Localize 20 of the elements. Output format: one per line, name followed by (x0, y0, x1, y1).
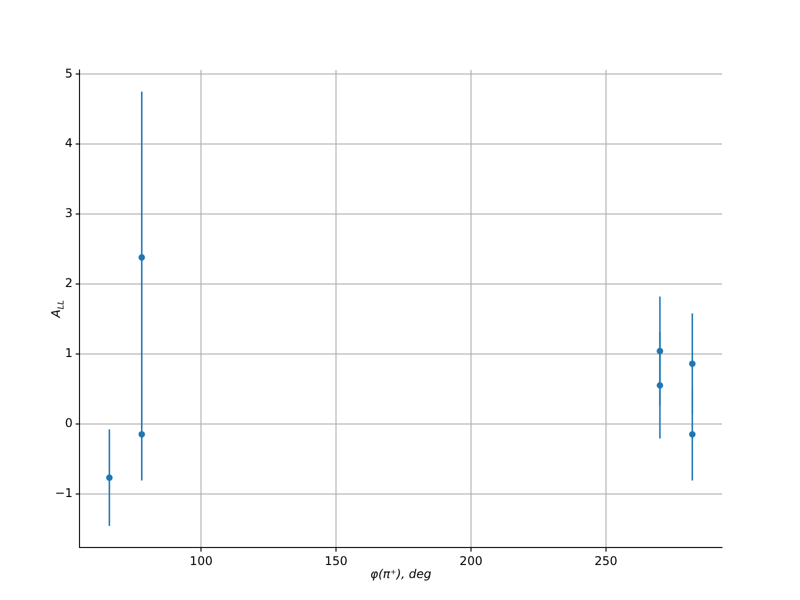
y-tick-label: −1 (54, 486, 73, 500)
x-axis-title: φ(π⁺), deg (370, 567, 432, 581)
point (689, 360, 696, 367)
point (138, 254, 146, 261)
x-tick-label: 100 (190, 554, 213, 568)
x-tick-label: 250 (594, 554, 618, 568)
point (656, 382, 664, 389)
y-tick-label: 3 (65, 206, 73, 220)
x-tick-label: 150 (324, 554, 348, 568)
y-axis-title: ALL (49, 300, 66, 319)
y-tick-label: 4 (65, 136, 73, 150)
point (106, 474, 113, 481)
y-tick-label: 0 (65, 416, 73, 430)
point (656, 348, 664, 354)
y-tick-label: 5 (65, 66, 73, 80)
point (689, 431, 696, 438)
y-tick-label: 2 (65, 276, 73, 290)
x-tick-label: 200 (460, 554, 482, 568)
point (138, 431, 146, 438)
y-tick-label: 1 (65, 346, 73, 360)
